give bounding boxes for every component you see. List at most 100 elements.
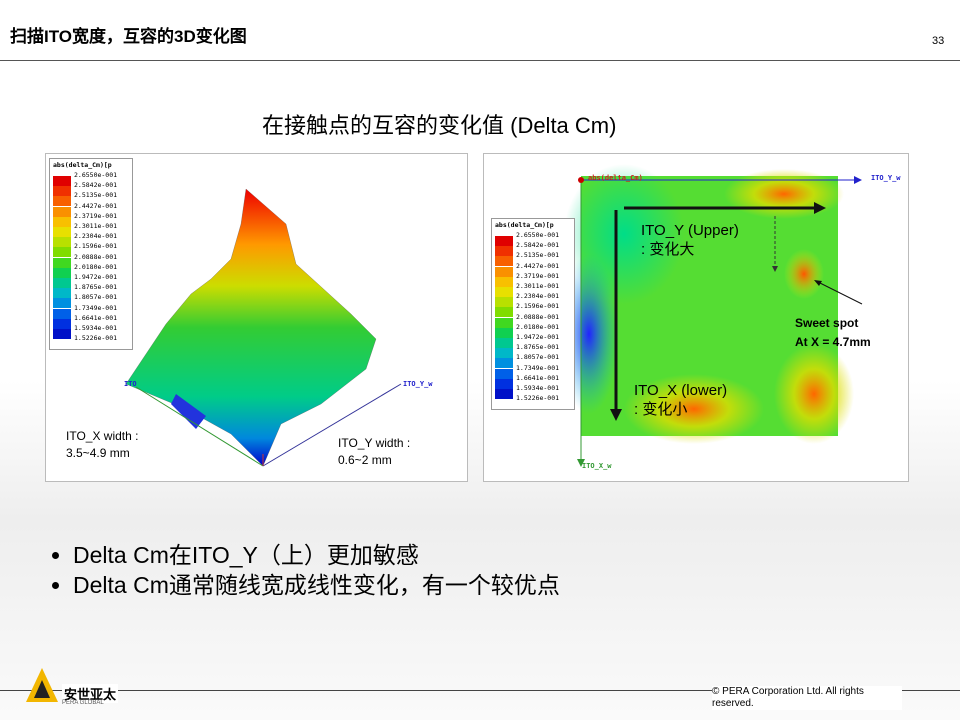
legend-swatch [495,368,513,379]
legend-label: 2.5842e-001 [74,181,118,190]
legend-swatch [495,327,513,338]
legend-swatch [495,266,513,277]
color-legend: abs(delta_Cm)[p 2.6550e-001 2.5842e-001 2.5… [49,158,133,350]
legend-label: 1.9472e-001 [516,333,560,341]
legend-label: 1.6641e-001 [74,313,118,322]
divider [0,60,960,61]
legend-label: 2.4427e-001 [516,261,560,270]
axis-label: ITO [124,380,137,388]
legend-swatch [53,278,71,288]
legend-label: 2.3719e-001 [516,271,560,280]
legend-swatch [495,276,513,287]
logo-mark [26,668,58,702]
bullet-list: Delta Cm在ITO_Y（上）更加敏感 Delta Cm通常随线宽成线性变化… [45,540,560,600]
bullet: Delta Cm在ITO_Y（上）更加敏感 [73,540,560,570]
annotation-line: ITO_Y (Upper) [641,222,739,239]
legend-label: 2.0888e-001 [74,252,118,261]
legend-swatch [495,358,513,369]
annotation-line: At X = 4.7mm [795,335,871,349]
legend-swatch [495,389,513,399]
left-image: ITO ITO_Y_w ITO_X width : 3.5~4.9 mm ITO… [45,153,468,482]
legend-swatch [495,256,513,267]
slide-title: 扫描ITO宽度，互容的3D变化图 [10,27,247,46]
legend-label: 2.2304e-001 [74,232,118,241]
legend-label: 2.5135e-001 [74,191,118,200]
logo-subtext: PERA GLOBAL [62,700,104,706]
legend-swatch [495,246,513,257]
legend-label: 2.0180e-001 [74,262,118,271]
legend-label: 2.1596e-001 [74,242,118,251]
legend-label: 1.5934e-001 [516,384,560,392]
legend-swatch [53,267,71,278]
logo-text: 安世亚太 [62,684,119,703]
annotation-line: : 变化大 [641,241,695,258]
note-line: ITO_Y width : [338,436,411,450]
legend-label: 2.5842e-001 [516,241,560,250]
legend-label: 2.3011e-001 [74,222,118,230]
legend-label: 1.7349e-001 [516,363,560,372]
annotation-line: Sweet spot [795,316,859,330]
legend-label: 2.3011e-001 [516,282,560,290]
page-number: 33 [932,35,945,47]
legend-swatch [53,206,71,217]
legend-label: 2.3719e-001 [74,211,118,220]
legend-label: 2.0888e-001 [516,312,560,321]
legend-swatch [53,186,71,197]
legend-swatch [495,348,513,359]
legend-label: 2.0180e-001 [516,322,560,331]
legend-label: 2.2304e-001 [516,292,560,301]
surface-3d [125,188,402,467]
bullet: Delta Cm通常随线宽成线性变化，有一个较优点 [73,570,560,600]
color-legend: abs(delta_Cm)[p 2.6550e-001 2.5842e-001 2.5… [491,218,575,410]
annotation-line: : 变化小 [634,401,688,418]
legend-label: 2.1596e-001 [516,302,560,311]
legend-label: 2.4427e-001 [74,201,118,210]
axis-label: ITO_Y_w [403,380,433,388]
legend-swatch [53,329,71,339]
legend-label: 1.7349e-001 [74,303,118,312]
note-line: ITO_X width : [66,429,139,443]
legend-swatch [495,236,513,246]
note-line: 3.5~4.9 mm [66,446,130,460]
axis-label: ITO_X_w [582,462,612,470]
legend-label: 1.9472e-001 [74,273,118,281]
legend-swatch [53,196,71,207]
right-image: abs(delta_Cm) ITO_Y_w ITO_X_w ITO_Y (Upp… [483,153,909,482]
legend-label: 1.8057e-001 [516,353,560,362]
legend-swatch [53,176,71,186]
copyright: © PERA Corporation Ltd. All rights reser… [712,686,902,710]
legend-label: 1.8765e-001 [516,343,560,352]
legend-label: 1.5226e-001 [516,394,560,403]
subtitle: 在接触点的互容的变化值 (Delta Cm) [262,113,617,138]
legend-title: abs(delta_Cm)[p [53,161,112,169]
axis-label: abs(delta_Cm) [588,174,643,182]
legend-swatch [495,307,513,318]
legend-swatch [495,338,513,348]
legend-swatch [53,216,71,227]
legend-label: 1.6641e-001 [516,373,560,382]
legend-swatch [495,287,513,297]
legend-label: 2.6550e-001 [74,171,118,179]
note-line: 0.6~2 mm [338,453,392,467]
annotation: ITO_X (lower) : 变化小 [634,381,727,419]
note: ITO_X width : 3.5~4.9 mm [66,428,138,462]
annotation: Sweet spot At X = 4.7mm [795,314,871,352]
legend-label: 1.8057e-001 [74,293,118,302]
legend-label: 2.5135e-001 [516,251,560,260]
legend-label: 2.6550e-001 [516,231,560,239]
footer-line [0,690,960,691]
legend-swatch [53,318,71,329]
legend-swatch [495,317,513,328]
legend-label: 1.5934e-001 [74,324,118,332]
annotation: ITO_Y (Upper) : 变化大 [641,221,739,259]
legend-swatch [53,227,71,237]
legend-swatch [53,288,71,299]
legend-label: 1.8765e-001 [74,283,118,292]
legend-swatch [53,257,71,268]
note: ITO_Y width : 0.6~2 mm [338,435,410,469]
legend-title: abs(delta_Cm)[p [495,221,554,229]
annotation-line: ITO_X (lower) [634,382,728,399]
legend-swatch [53,308,71,319]
legend-swatch [53,247,71,258]
